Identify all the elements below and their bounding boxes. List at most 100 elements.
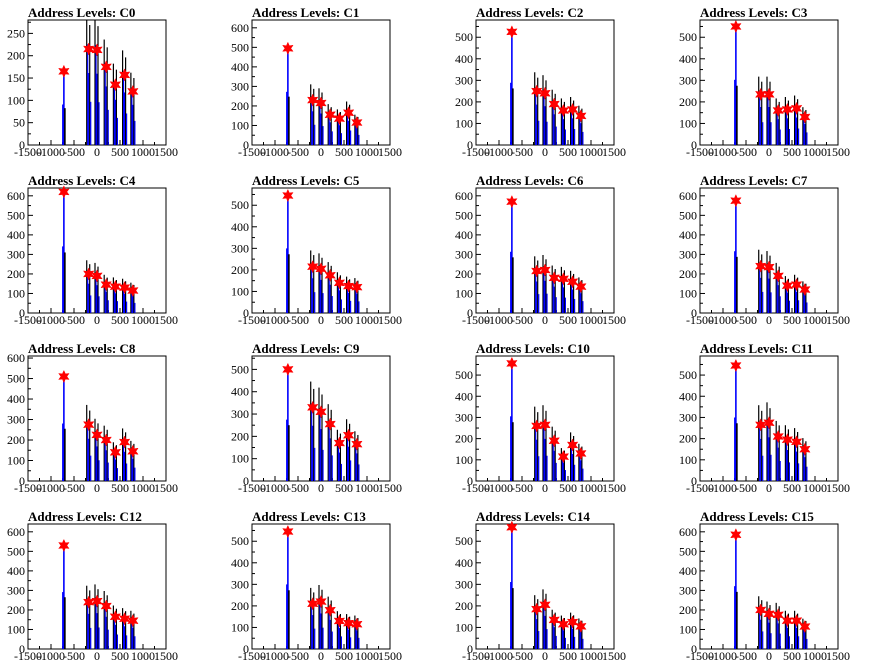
- x-tick-label: 0: [318, 649, 324, 663]
- y-tick-label: 500: [231, 40, 249, 54]
- star-marker-icon: [342, 428, 355, 442]
- star-marker-icon: [91, 428, 103, 442]
- star-marker-icon: [557, 617, 570, 631]
- x-tick-label: -1500: [686, 481, 714, 495]
- star-marker-icon: [58, 64, 70, 78]
- panel-c8: Address Levels: C8 0 100 200 300 400 500 600 -15…: [7, 341, 178, 495]
- star-marker-icon: [575, 280, 587, 294]
- y-tick-label: 400: [679, 564, 697, 578]
- x-tick-label: 1500: [378, 481, 402, 495]
- y-tick-label: 500: [7, 372, 25, 386]
- y-tick-label: 0: [243, 138, 249, 152]
- star-marker-icon: [333, 276, 346, 290]
- star-marker-icon: [754, 259, 767, 273]
- y-tick-label: 0: [691, 138, 697, 152]
- y-tick-label: 200: [455, 599, 473, 613]
- x-tick-label: 500: [783, 649, 801, 663]
- y-tick-label: 500: [455, 368, 473, 382]
- panel-c3: Address Levels: C30100200300400500-1500-…: [679, 5, 850, 159]
- x-tick-label: 1000: [131, 145, 155, 159]
- star-marker-icon: [763, 416, 775, 430]
- star-marker-icon: [575, 109, 587, 123]
- y-tick-label: 400: [679, 389, 697, 403]
- y-tick-label: 200: [231, 263, 249, 277]
- panel-title: Address Levels: C9: [252, 341, 360, 356]
- panel-c10: Address Levels: C10 0 100 200 300 400 500 -1500…: [455, 341, 626, 495]
- star-marker-icon: [58, 185, 70, 199]
- star-marker-icon: [772, 269, 784, 283]
- y-tick-label: 100: [231, 284, 249, 298]
- star-marker-icon: [772, 608, 784, 622]
- y-tick-label: 300: [455, 410, 473, 424]
- x-tick-label: 0: [94, 481, 100, 495]
- x-tick-label: -500: [63, 145, 85, 159]
- y-tick-label: 0: [243, 306, 249, 320]
- x-tick-label: -500: [63, 649, 85, 663]
- y-tick-label: 300: [455, 577, 473, 591]
- star-marker-icon: [351, 617, 363, 631]
- star-marker-icon: [342, 279, 355, 293]
- panel-c12: Address Levels: C12 0 100 200 300 400 500 600 -1…: [7, 509, 178, 663]
- panel-title: Address Levels: C3: [700, 5, 808, 20]
- star-marker-icon: [333, 436, 346, 450]
- y-tick-label: 400: [455, 228, 473, 242]
- panel-title: Address Levels: C2: [476, 5, 583, 20]
- x-tick-label: -1000: [261, 145, 289, 159]
- star-marker-icon: [282, 524, 294, 539]
- star-marker-icon: [763, 260, 775, 274]
- y-tick-label: 600: [679, 189, 697, 203]
- y-tick-label: 400: [679, 228, 697, 242]
- y-tick-label: 50: [13, 116, 25, 130]
- y-tick-label: 200: [455, 95, 473, 109]
- star-marker-icon: [306, 93, 319, 107]
- star-marker-icon: [754, 87, 767, 101]
- x-tick-label: -1500: [14, 313, 42, 327]
- star-marker-icon: [127, 283, 139, 298]
- x-tick-label: -1000: [709, 313, 737, 327]
- x-tick-label: 1000: [355, 145, 379, 159]
- star-marker-icon: [506, 195, 518, 209]
- y-tick-label: 300: [679, 247, 697, 261]
- y-tick-label: 300: [7, 247, 25, 261]
- y-tick-label: 500: [231, 534, 249, 548]
- y-tick-label: 250: [7, 26, 25, 40]
- y-tick-label: 200: [455, 432, 473, 446]
- y-tick-label: 0: [691, 474, 697, 488]
- y-tick-label: 100: [231, 620, 249, 634]
- y-tick-label: 200: [7, 49, 25, 63]
- x-tick-label: -500: [735, 649, 757, 663]
- x-tick-label: 0: [766, 649, 772, 663]
- x-tick-label: 1000: [355, 313, 379, 327]
- y-tick-label: 300: [231, 79, 249, 93]
- panel-title: Address Levels: C4: [28, 173, 136, 188]
- y-tick-label: 300: [679, 410, 697, 424]
- x-tick-label: 500: [111, 313, 129, 327]
- star-marker-icon: [530, 84, 543, 98]
- x-tick-label: 1000: [355, 481, 379, 495]
- star-marker-icon: [799, 442, 811, 456]
- x-tick-label: -500: [511, 145, 533, 159]
- x-tick-label: -500: [511, 649, 533, 663]
- x-tick-label: 1000: [579, 481, 603, 495]
- x-tick-label: 1500: [602, 481, 626, 495]
- y-tick-label: 400: [231, 220, 249, 234]
- star-marker-icon: [100, 433, 112, 447]
- star-marker-icon: [566, 275, 579, 289]
- x-tick-label: 1000: [803, 649, 827, 663]
- star-marker-icon: [118, 612, 131, 626]
- y-tick-label: 0: [243, 642, 249, 656]
- x-tick-label: 1500: [154, 649, 178, 663]
- y-tick-label: 100: [7, 286, 25, 300]
- x-tick-label: 1500: [154, 313, 178, 327]
- star-marker-icon: [91, 269, 103, 283]
- y-tick-label: 500: [455, 534, 473, 548]
- y-tick-label: 400: [7, 228, 25, 242]
- y-tick-label: 200: [231, 599, 249, 613]
- x-tick-label: 1000: [803, 481, 827, 495]
- star-marker-icon: [315, 96, 327, 110]
- x-tick-label: 1500: [378, 145, 402, 159]
- y-tick-label: 200: [455, 267, 473, 281]
- star-marker-icon: [539, 418, 551, 432]
- y-tick-label: 400: [231, 60, 249, 74]
- y-tick-label: 500: [679, 368, 697, 382]
